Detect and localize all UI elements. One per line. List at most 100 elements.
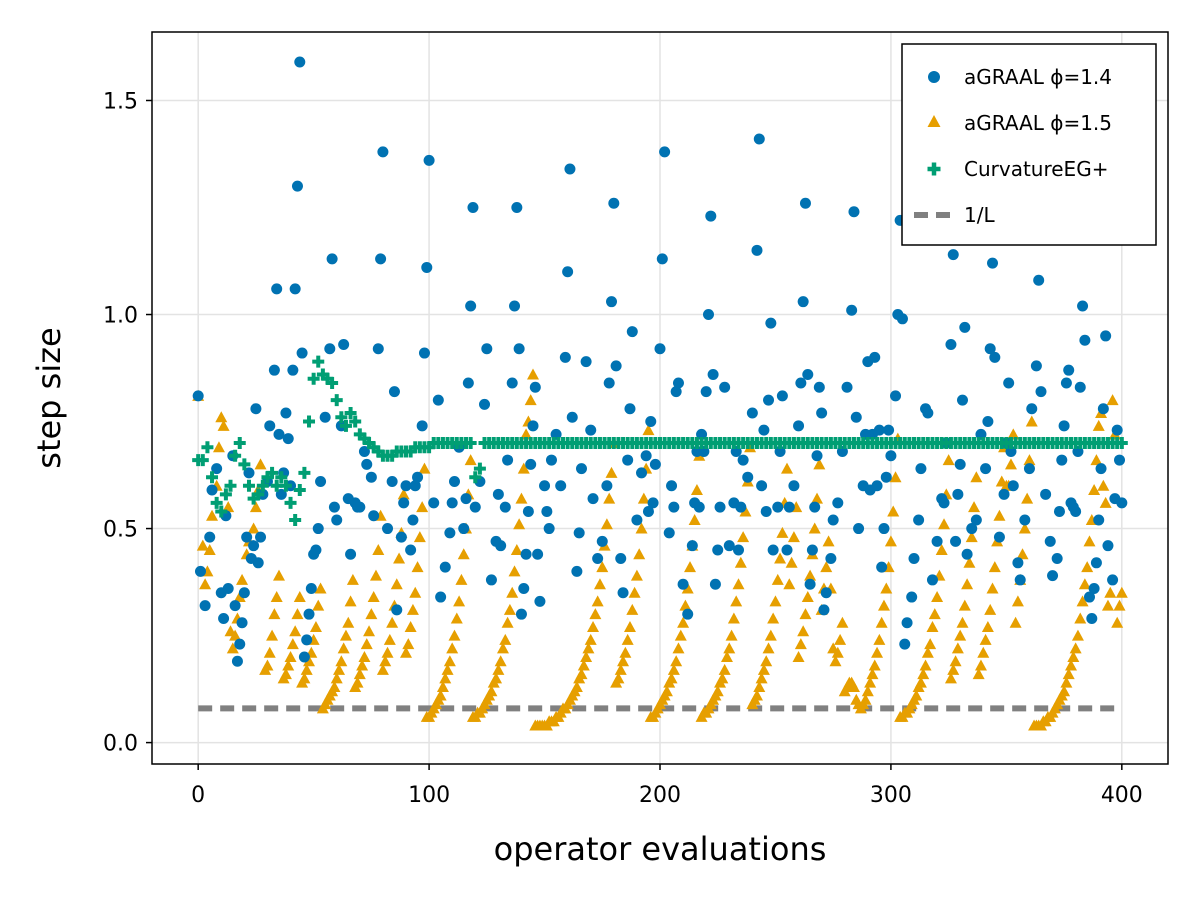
- data-point: [337, 642, 350, 654]
- data-point: [989, 351, 1001, 363]
- data-point: [670, 655, 683, 667]
- data-point: [1058, 685, 1071, 697]
- data-point: [963, 556, 976, 568]
- data-point: [988, 561, 1001, 573]
- data-point: [587, 621, 600, 633]
- data-point: [1114, 454, 1126, 466]
- data-point: [358, 650, 371, 662]
- data-point: [416, 420, 428, 432]
- data-point: [935, 543, 948, 555]
- data-point: [201, 441, 214, 454]
- data-point: [309, 621, 322, 633]
- data-point: [640, 450, 652, 462]
- data-point: [462, 377, 474, 389]
- data-point: [407, 514, 419, 526]
- data-point: [732, 578, 745, 590]
- data-point: [871, 646, 884, 658]
- data-point: [783, 578, 796, 590]
- data-point: [250, 403, 262, 415]
- data-point: [942, 454, 955, 466]
- data-point: [444, 527, 456, 539]
- data-point: [312, 599, 325, 611]
- data-point: [345, 548, 357, 560]
- data-point: [938, 497, 950, 509]
- data-point: [716, 672, 729, 684]
- legend-label-curvature-eg: CurvatureEG+: [964, 157, 1108, 181]
- data-point: [914, 676, 927, 688]
- data-point: [229, 449, 242, 462]
- data-point: [391, 604, 403, 616]
- data-point: [335, 655, 348, 667]
- data-point: [742, 471, 754, 483]
- data-point: [236, 617, 248, 629]
- data-point: [813, 381, 825, 393]
- data-point: [393, 552, 406, 564]
- data-point: [672, 377, 684, 389]
- data-point: [413, 531, 426, 543]
- data-point: [458, 523, 470, 535]
- data-point: [1090, 557, 1102, 569]
- data-point: [702, 309, 714, 321]
- data-point: [1063, 364, 1075, 376]
- data-point: [354, 501, 366, 513]
- data-point: [436, 680, 449, 692]
- data-point: [977, 646, 990, 658]
- data-point: [1030, 360, 1042, 372]
- data-point: [649, 458, 661, 470]
- data-point: [330, 672, 343, 684]
- data-point: [801, 591, 814, 603]
- data-point: [612, 672, 625, 684]
- data-point: [534, 595, 546, 607]
- data-point: [921, 646, 934, 658]
- data-point: [303, 415, 316, 428]
- data-point: [982, 416, 994, 428]
- data-point: [1070, 505, 1082, 517]
- data-point: [615, 553, 627, 565]
- data-point: [1060, 676, 1073, 688]
- data-point: [781, 544, 793, 556]
- data-point: [506, 377, 518, 389]
- data-point: [672, 642, 685, 654]
- x-axis-label: operator evaluations: [494, 830, 827, 868]
- legend-label-one-over-l: 1/L: [964, 203, 995, 227]
- data-point: [829, 655, 842, 667]
- data-point: [760, 505, 772, 517]
- data-point: [206, 471, 219, 484]
- data-point: [733, 544, 745, 556]
- data-point: [868, 659, 881, 671]
- data-point: [739, 505, 752, 517]
- data-point: [218, 612, 230, 624]
- data-point: [192, 390, 204, 402]
- data-point: [256, 479, 269, 492]
- data-point: [760, 655, 773, 667]
- data-point: [275, 471, 288, 484]
- data-point: [421, 261, 433, 273]
- data-point: [575, 668, 588, 680]
- data-point: [719, 381, 731, 393]
- data-point: [913, 514, 925, 526]
- data-point: [871, 480, 883, 492]
- data-point: [859, 693, 872, 705]
- data-point: [527, 368, 539, 380]
- data-point: [853, 523, 865, 535]
- data-point: [481, 343, 493, 355]
- data-point: [206, 484, 218, 496]
- data-point: [301, 634, 313, 646]
- data-point: [956, 616, 969, 628]
- data-point: [626, 603, 639, 615]
- data-point: [734, 556, 747, 568]
- data-point: [1019, 514, 1031, 526]
- data-point: [877, 599, 890, 611]
- data-point: [876, 561, 888, 573]
- data-point: [363, 625, 376, 637]
- data-point: [956, 394, 968, 406]
- data-point: [654, 343, 666, 355]
- data-point: [850, 411, 862, 423]
- data-point: [677, 616, 690, 628]
- y-tick-label: 0.0: [103, 732, 138, 757]
- data-point: [368, 510, 380, 522]
- data-point: [846, 304, 858, 316]
- data-point: [755, 672, 768, 684]
- data-point: [212, 441, 225, 453]
- data-point: [1014, 574, 1026, 586]
